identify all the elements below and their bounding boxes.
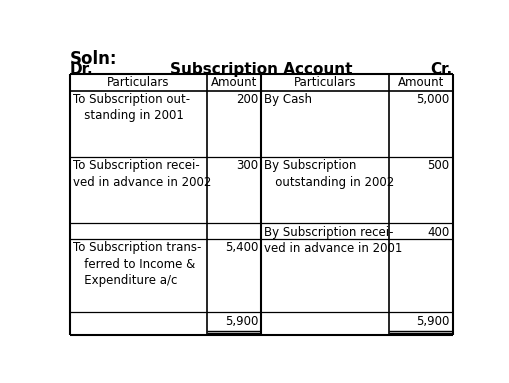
Text: Amount: Amount [211, 76, 257, 88]
Text: 200: 200 [236, 93, 258, 106]
Text: To Subscription trans-
   ferred to Income &
   Expenditure a/c: To Subscription trans- ferred to Income … [73, 241, 201, 287]
Text: By Cash: By Cash [264, 93, 312, 106]
Text: To Subscription out-
   standing in 2001: To Subscription out- standing in 2001 [73, 93, 190, 123]
Text: By Subscription recei-
ved in advance in 2001: By Subscription recei- ved in advance in… [264, 226, 402, 255]
Text: Soln:: Soln: [70, 50, 117, 68]
Text: 400: 400 [427, 226, 449, 239]
Text: Particulars: Particulars [107, 76, 169, 88]
Text: Cr.: Cr. [430, 62, 452, 77]
Text: By Subscription
   outstanding in 2002: By Subscription outstanding in 2002 [264, 159, 394, 189]
Text: 500: 500 [427, 159, 449, 172]
Text: 5,000: 5,000 [416, 93, 449, 106]
Text: Dr.: Dr. [70, 62, 93, 77]
Text: 5,900: 5,900 [224, 314, 258, 327]
Text: Particulars: Particulars [294, 76, 356, 88]
Text: Amount: Amount [397, 76, 443, 88]
Text: 5,400: 5,400 [224, 241, 258, 254]
Text: Subscription Account: Subscription Account [170, 62, 352, 77]
Text: 5,900: 5,900 [415, 314, 449, 327]
Text: To Subscription recei-
ved in advance in 2002: To Subscription recei- ved in advance in… [73, 159, 211, 189]
Text: 300: 300 [236, 159, 258, 172]
